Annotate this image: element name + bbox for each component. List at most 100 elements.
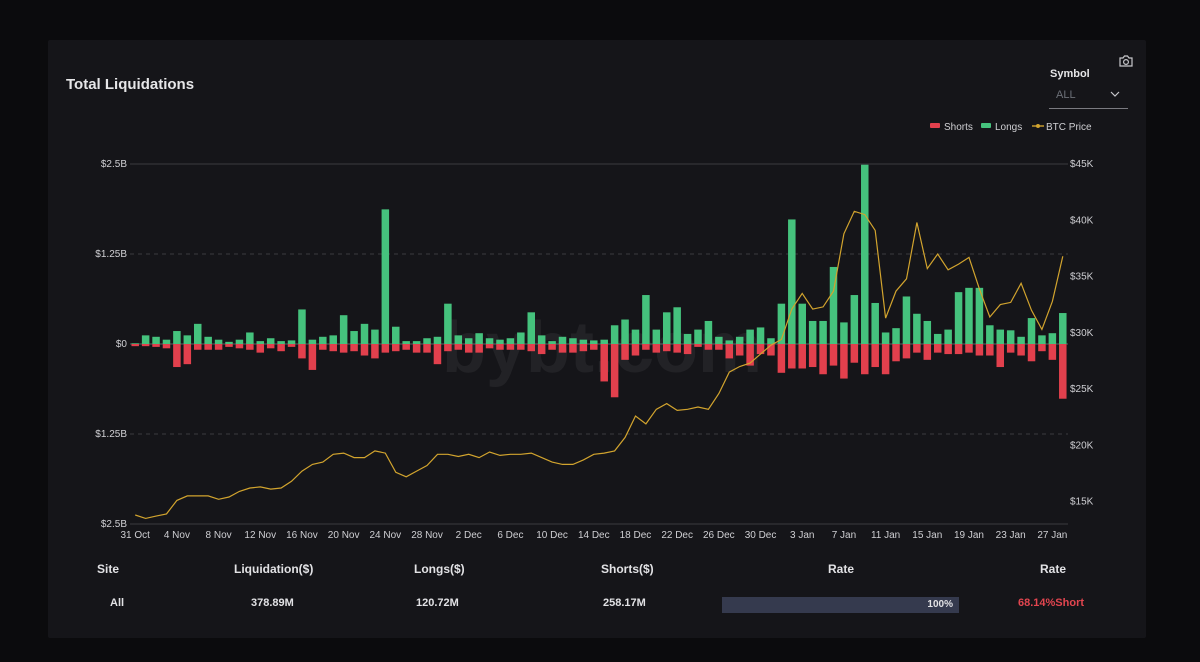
axes: $2.5B $1.25B $0 $1.25B $2.5B $45K $40K $35K $30K… (95, 159, 1093, 541)
shorts-bar (923, 344, 932, 360)
shorts-bar (933, 344, 942, 353)
header-rate: Rate (828, 562, 855, 576)
longs-bar (861, 164, 869, 344)
camera-icon[interactable] (1118, 54, 1134, 68)
longs-bar (600, 339, 608, 344)
shorts-bar (819, 344, 827, 375)
longs-bar (923, 320, 932, 344)
x-tick-label: 24 Nov (370, 530, 402, 541)
legend-entry: Longs (995, 122, 1022, 133)
longs-bar (485, 338, 494, 344)
longs-bar (777, 303, 786, 344)
longs-bar (204, 336, 212, 344)
shorts-bar (402, 344, 410, 350)
longs-bar (173, 331, 181, 344)
y-left-tick-label: $1.25B (95, 429, 127, 440)
x-tick-label: 14 Dec (578, 530, 610, 541)
shorts-bar (715, 344, 723, 350)
shorts-bar (850, 344, 859, 363)
shorts-bar (735, 344, 744, 356)
longs-bar (850, 295, 859, 344)
y-left-tick-label: $0 (116, 339, 128, 350)
shorts-bar (496, 344, 504, 350)
shorts-bar (506, 344, 515, 350)
shorts-bar (840, 344, 848, 379)
longs-bar (131, 343, 139, 344)
legend-entry: BTC Price (1046, 122, 1092, 133)
longs-bar (933, 333, 942, 344)
shorts-bar (277, 344, 285, 352)
y-right-tick-label: $30K (1070, 328, 1094, 339)
shorts-bar (173, 344, 181, 368)
shorts-bar (464, 344, 473, 353)
shorts-bar (485, 344, 494, 349)
longs-bar (475, 333, 483, 344)
gridlines (130, 163, 1068, 525)
x-tick-label: 15 Jan (912, 530, 942, 541)
shorts-bar (246, 344, 254, 350)
longs-bar (954, 292, 963, 344)
longs-bar (819, 320, 827, 344)
header-liquidation: Liquidation($) (234, 562, 314, 576)
shorts-bar (725, 344, 734, 359)
shorts-bar (475, 344, 483, 353)
longs-bar (433, 336, 442, 344)
rate-progress-fill (722, 597, 959, 613)
longs-bar (871, 302, 879, 344)
longs-bar (350, 331, 358, 344)
longs-bar (1059, 313, 1067, 344)
legend-swatch-dot (1036, 124, 1040, 128)
y-right-tick-label: $35K (1070, 272, 1094, 283)
cell-longs: 120.72M (416, 597, 459, 609)
longs-bar (235, 339, 244, 344)
longs-bar (944, 329, 952, 344)
longs-bar (683, 333, 692, 344)
y-left-tick-label: $2.5B (101, 519, 127, 530)
shorts-bar (777, 344, 786, 373)
shorts-bar (892, 344, 900, 362)
header-shorts: Shorts($) (601, 562, 654, 576)
x-tick-label: 12 Nov (244, 530, 276, 541)
x-tick-label: 4 Nov (164, 530, 190, 541)
longs-bar (319, 336, 327, 344)
symbol-select[interactable]: ALL (1049, 84, 1128, 109)
longs-bar (183, 335, 192, 344)
x-tick-label: 7 Jan (832, 530, 856, 541)
shorts-bar (548, 344, 556, 350)
chart-title: Total Liquidations (66, 76, 195, 93)
longs-bar (986, 325, 994, 344)
longs-bar (579, 339, 588, 344)
longs-bar (266, 338, 275, 344)
price-line (135, 210, 1064, 520)
shorts-bar (1059, 344, 1067, 399)
longs-bar (621, 319, 629, 344)
shorts-bar (579, 344, 588, 352)
longs-bar (464, 338, 473, 344)
shorts-bar (631, 344, 640, 356)
shorts-bar (746, 344, 754, 366)
header-site: Site (97, 562, 120, 576)
shorts-bar (131, 344, 139, 347)
shorts-bar (902, 344, 911, 359)
longs-bar (913, 313, 921, 344)
shorts-bar (996, 344, 1005, 368)
longs-bar (673, 307, 681, 344)
longs-bar (402, 341, 410, 344)
shorts-bar (600, 344, 608, 382)
symbol-label: Symbol (1050, 68, 1090, 80)
longs-bar (1048, 333, 1057, 344)
x-tick-label: 23 Jan (996, 530, 1026, 541)
shorts-bar (381, 344, 390, 353)
shorts-bar (339, 344, 348, 353)
longs-bar (569, 338, 577, 344)
shorts-bar (350, 344, 358, 352)
longs-bar (162, 339, 171, 344)
shorts-bar (610, 344, 619, 398)
longs-bar (308, 339, 317, 344)
header-longs: Longs($) (414, 562, 465, 576)
longs-bar (756, 327, 765, 344)
rate-progress-label: 100% (927, 599, 953, 610)
x-tick-label: 22 Dec (661, 530, 693, 541)
shorts-bar (798, 344, 806, 369)
longs-bar (965, 287, 973, 344)
